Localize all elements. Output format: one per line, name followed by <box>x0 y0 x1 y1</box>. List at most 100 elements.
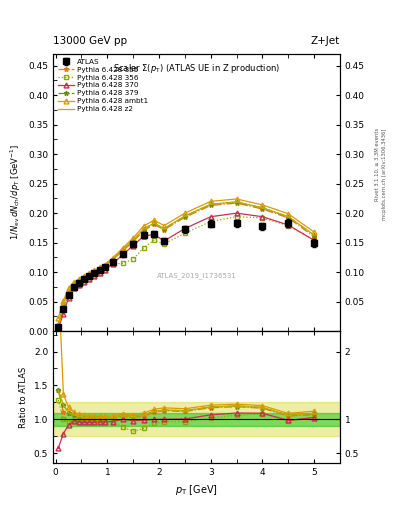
Pythia 6.428 379 <box>103 263 107 269</box>
Pythia 6.428 z2 <box>87 271 92 278</box>
Line: Pythia 6.428 ambt1: Pythia 6.428 ambt1 <box>56 197 316 321</box>
Pythia 6.428 ambt1 <box>82 273 86 280</box>
Pythia 6.428 z2 <box>162 225 167 231</box>
Pythia 6.428 z2 <box>72 281 76 287</box>
Pythia 6.428 370 <box>97 270 102 276</box>
Pythia 6.428 ambt1 <box>92 267 97 273</box>
Pythia 6.428 355 <box>234 200 239 206</box>
Pythia 6.428 370 <box>131 243 136 249</box>
Pythia 6.428 ambt1 <box>182 210 187 216</box>
Pythia 6.428 ambt1 <box>87 270 92 276</box>
Line: Pythia 6.428 370: Pythia 6.428 370 <box>56 211 316 331</box>
Pythia 6.428 ambt1 <box>72 279 76 285</box>
Pythia 6.428 370 <box>208 214 213 220</box>
Pythia 6.428 379 <box>162 225 167 231</box>
Pythia 6.428 355 <box>110 257 115 263</box>
Pythia 6.428 356 <box>312 237 316 243</box>
Pythia 6.428 ambt1 <box>234 196 239 202</box>
Pythia 6.428 z2 <box>121 247 125 253</box>
Pythia 6.428 356 <box>110 261 115 267</box>
Line: Pythia 6.428 355: Pythia 6.428 355 <box>56 201 316 328</box>
Pythia 6.428 z2 <box>77 278 81 284</box>
Pythia 6.428 379 <box>77 278 81 284</box>
Pythia 6.428 ambt1 <box>151 217 156 223</box>
Pythia 6.428 z2 <box>260 205 265 211</box>
Pythia 6.428 356 <box>141 245 146 251</box>
Pythia 6.428 379 <box>87 271 92 278</box>
Pythia 6.428 356 <box>77 282 81 288</box>
Pythia 6.428 379 <box>141 226 146 232</box>
Pythia 6.428 370 <box>56 326 61 332</box>
Pythia 6.428 355 <box>151 221 156 227</box>
Pythia 6.428 370 <box>66 294 71 301</box>
Pythia 6.428 ambt1 <box>77 276 81 282</box>
Line: Pythia 6.428 z2: Pythia 6.428 z2 <box>58 202 314 325</box>
Pythia 6.428 370 <box>82 279 86 285</box>
Text: mcplots.cern.ch [arXiv:1306.3436]: mcplots.cern.ch [arXiv:1306.3436] <box>382 128 387 220</box>
Text: Rivet 3.1.10, ≥ 3.3M events: Rivet 3.1.10, ≥ 3.3M events <box>375 128 380 201</box>
Pythia 6.428 355 <box>162 227 167 233</box>
Pythia 6.428 ambt1 <box>162 223 167 229</box>
Pythia 6.428 370 <box>103 267 107 273</box>
Pythia 6.428 356 <box>234 214 239 220</box>
Pythia 6.428 ambt1 <box>260 202 265 208</box>
Pythia 6.428 370 <box>151 231 156 238</box>
Pythia 6.428 379 <box>72 281 76 287</box>
Pythia 6.428 370 <box>92 273 97 279</box>
Text: 13000 GeV pp: 13000 GeV pp <box>53 36 127 46</box>
Pythia 6.428 379 <box>121 247 125 253</box>
Pythia 6.428 ambt1 <box>61 297 66 304</box>
Pythia 6.428 356 <box>82 279 86 285</box>
Pythia 6.428 355 <box>87 271 92 278</box>
Pythia 6.428 379 <box>234 199 239 205</box>
Pythia 6.428 355 <box>286 215 290 221</box>
Pythia 6.428 379 <box>182 213 187 219</box>
Pythia 6.428 379 <box>312 232 316 238</box>
Pythia 6.428 356 <box>87 275 92 282</box>
Pythia 6.428 379 <box>286 214 290 220</box>
X-axis label: $p_{\rm T}$ [GeV]: $p_{\rm T}$ [GeV] <box>175 483 218 497</box>
Pythia 6.428 356 <box>66 293 71 299</box>
Pythia 6.428 370 <box>72 285 76 291</box>
Pythia 6.428 ambt1 <box>110 255 115 261</box>
Pythia 6.428 ambt1 <box>208 198 213 204</box>
Pythia 6.428 355 <box>92 268 97 274</box>
Pythia 6.428 370 <box>286 222 290 228</box>
Pythia 6.428 379 <box>110 257 115 263</box>
Pythia 6.428 z2 <box>234 199 239 205</box>
Pythia 6.428 355 <box>312 233 316 240</box>
Pythia 6.428 ambt1 <box>131 235 136 241</box>
Pythia 6.428 z2 <box>141 226 146 232</box>
Text: Scalar $\Sigma(p_{\rm T})$ (ATLAS UE in Z production): Scalar $\Sigma(p_{\rm T})$ (ATLAS UE in … <box>113 62 280 75</box>
Pythia 6.428 z2 <box>208 201 213 207</box>
Pythia 6.428 z2 <box>110 257 115 263</box>
Pythia 6.428 355 <box>56 322 61 328</box>
Line: Pythia 6.428 379: Pythia 6.428 379 <box>56 200 316 328</box>
Pythia 6.428 355 <box>66 288 71 294</box>
Pythia 6.428 356 <box>260 215 265 221</box>
Pythia 6.428 379 <box>131 237 136 243</box>
Pythia 6.428 z2 <box>61 301 66 307</box>
Pythia 6.428 ambt1 <box>66 285 71 291</box>
Pythia 6.428 ambt1 <box>56 315 61 322</box>
Pythia 6.428 ambt1 <box>103 262 107 268</box>
Line: Pythia 6.428 356: Pythia 6.428 356 <box>56 214 316 328</box>
Pythia 6.428 370 <box>77 282 81 288</box>
Pythia 6.428 356 <box>72 285 76 291</box>
Pythia 6.428 379 <box>151 220 156 226</box>
Pythia 6.428 370 <box>61 310 66 316</box>
Pythia 6.428 z2 <box>92 268 97 274</box>
Text: Z+Jet: Z+Jet <box>311 36 340 46</box>
Y-axis label: $1/N_{\rm ev}\,dN_{\rm ch}/dp_{\rm T}$ [GeV$^{-1}$]: $1/N_{\rm ev}\,dN_{\rm ch}/dp_{\rm T}$ [… <box>8 144 22 241</box>
Pythia 6.428 379 <box>92 268 97 274</box>
Pythia 6.428 355 <box>77 278 81 284</box>
Pythia 6.428 356 <box>61 306 66 312</box>
Pythia 6.428 379 <box>82 274 86 281</box>
Pythia 6.428 379 <box>56 322 61 328</box>
Pythia 6.428 379 <box>61 301 66 307</box>
Pythia 6.428 356 <box>56 323 61 329</box>
Pythia 6.428 z2 <box>97 266 102 272</box>
Pythia 6.428 356 <box>121 260 125 266</box>
Pythia 6.428 ambt1 <box>312 229 316 235</box>
Pythia 6.428 356 <box>131 256 136 262</box>
